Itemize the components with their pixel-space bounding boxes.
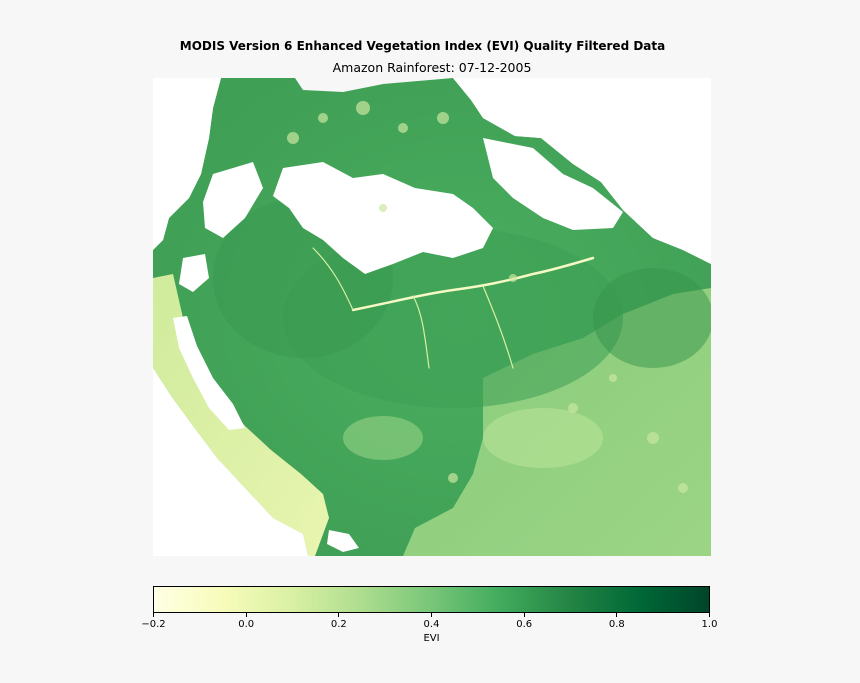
colorbar-tick-label: 0.2 xyxy=(330,619,347,630)
chart-subtitle: Amazon Rainforest: 07-12-2005 xyxy=(332,60,532,75)
evi-map-raster xyxy=(153,78,711,556)
colorbar-tick xyxy=(709,613,710,617)
colorbar-tick xyxy=(616,613,618,617)
colorbar-tick-label: 0.4 xyxy=(423,619,440,630)
colorbar-tick-label: 0.6 xyxy=(516,619,533,630)
chart-title: MODIS Version 6 Enhanced Vegetation Inde… xyxy=(179,39,666,53)
colorbar-tick-label: 0.0 xyxy=(238,619,255,630)
colorbar-tick-label: −0.2 xyxy=(141,619,166,630)
colorbar-tick-label: 1.0 xyxy=(701,619,718,630)
amazon-river xyxy=(312,247,595,369)
no-data-mask xyxy=(153,78,711,556)
colorbar-tick xyxy=(245,613,247,617)
map-speckle xyxy=(287,101,688,493)
colorbar xyxy=(153,586,710,613)
colorbar-label: EVI xyxy=(423,633,440,644)
colorbar-tick xyxy=(431,613,432,617)
colorbar-tick-label: 0.8 xyxy=(608,619,625,630)
colorbar-tick xyxy=(523,613,525,617)
colorbar-tick xyxy=(153,613,154,617)
colorbar-tick xyxy=(338,613,340,617)
evi-map xyxy=(153,78,711,556)
